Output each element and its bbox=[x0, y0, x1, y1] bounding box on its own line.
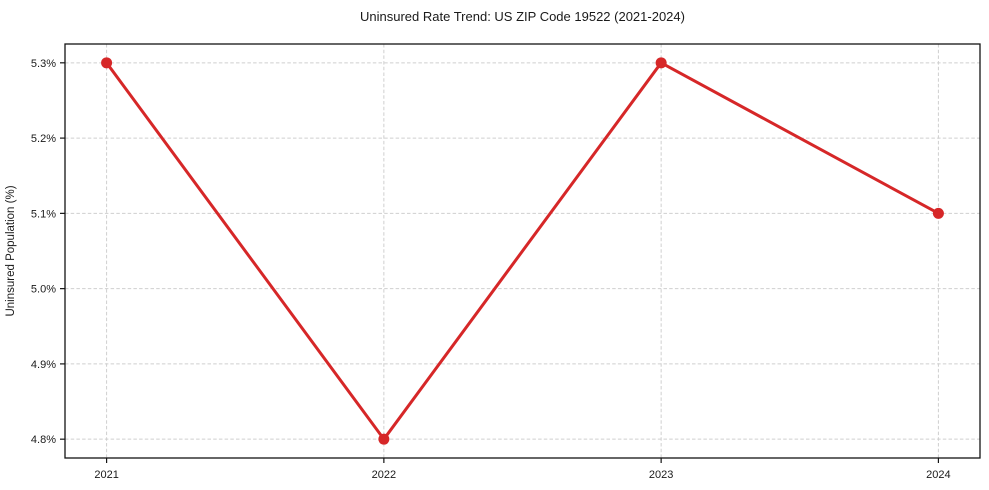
y-tick-label: 4.8% bbox=[31, 434, 56, 446]
y-tick-label: 5.0% bbox=[31, 284, 56, 296]
x-tick-label: 2023 bbox=[649, 469, 673, 481]
plot-border bbox=[64, 43, 981, 459]
data-point-marker bbox=[378, 433, 390, 445]
x-tick-label: 2021 bbox=[94, 469, 118, 481]
data-point-marker bbox=[655, 57, 667, 69]
trend-line bbox=[105, 61, 940, 441]
y-axis-label: Uninsured Population (%) bbox=[5, 185, 17, 316]
x-tick-label: 2022 bbox=[372, 469, 396, 481]
data-point-marker bbox=[101, 57, 113, 69]
y-tick-label: 4.9% bbox=[31, 359, 56, 371]
y-tick-label: 5.2% bbox=[31, 133, 56, 145]
data-point-marker bbox=[932, 207, 944, 219]
y-tick-label: 5.3% bbox=[31, 58, 56, 70]
chart-title: Uninsured Rate Trend: US ZIP Code 19522 … bbox=[360, 9, 685, 24]
x-tick-label: 2024 bbox=[926, 469, 950, 481]
y-tick-label: 5.1% bbox=[31, 208, 56, 220]
